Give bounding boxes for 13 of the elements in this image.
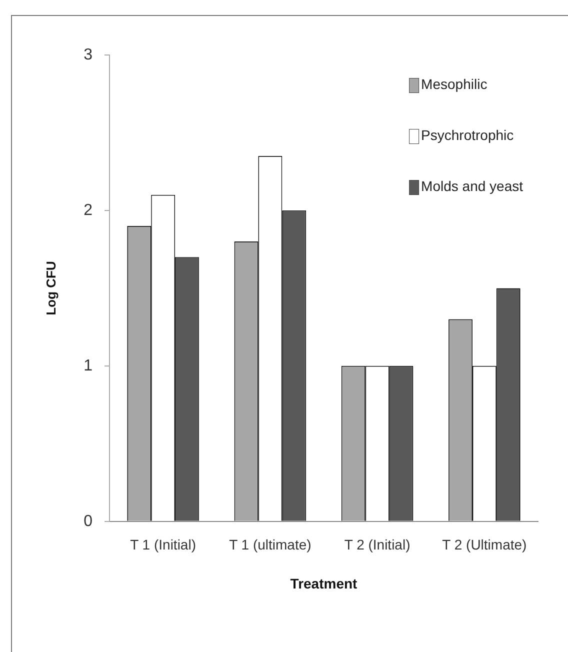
y-tick-label: 3 [84, 46, 93, 64]
x-tick-label: T 1 (Initial) [130, 536, 196, 553]
x-tick-label: T 2 (Initial) [344, 536, 410, 553]
y-tick-label: 1 [84, 357, 93, 374]
y-tick-label: 0 [84, 512, 93, 530]
x-tick-label: T 2 (Ultimate) [442, 536, 527, 553]
legend-label: Molds and yeast [421, 178, 524, 194]
legend-label: Psychrotrophic [421, 126, 514, 143]
y-tick-label: 2 [84, 202, 93, 219]
x-axis-title: Treatment [290, 575, 358, 592]
legend-label: Mesophilic [421, 76, 488, 92]
x-tick-label: T 1 (ultimate) [229, 536, 312, 553]
y-axis-title: Log CFU [43, 261, 58, 316]
